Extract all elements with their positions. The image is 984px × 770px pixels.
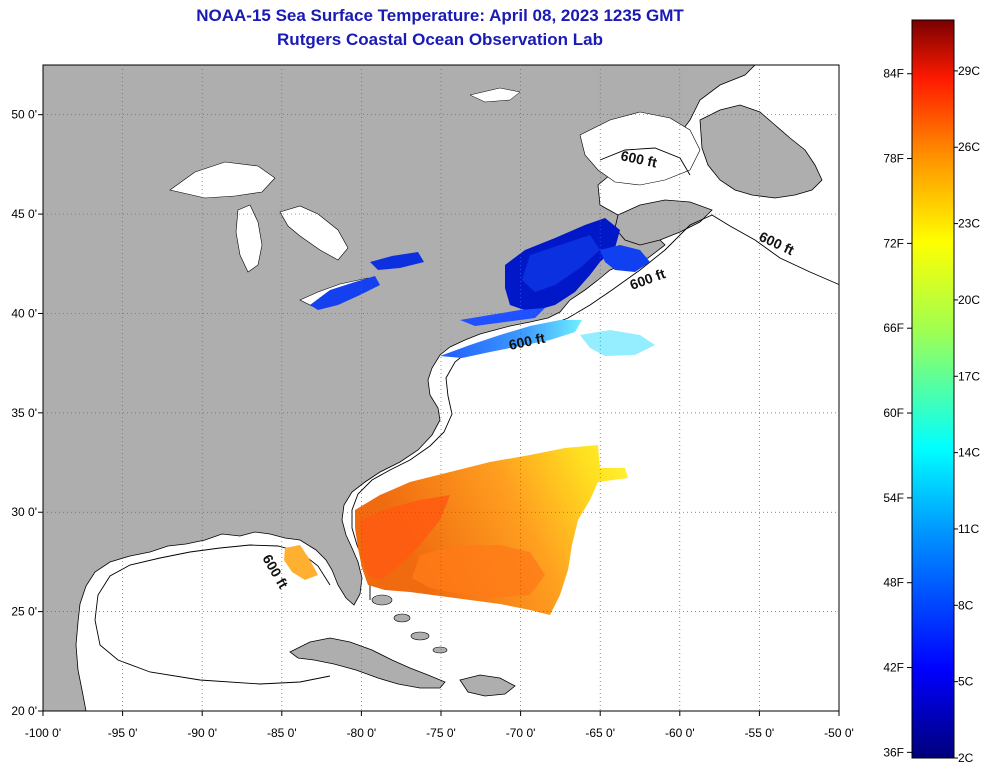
- colorbar-f-label: 54F: [883, 491, 904, 505]
- latitude-ticks: 20 0' 25 0' 30 0' 35 0' 40 0' 45 0' 50 0': [11, 108, 43, 718]
- colorbar-f-label: 42F: [883, 661, 904, 675]
- land-bahamas: [371, 594, 448, 654]
- longitude-tick-label: -100 0': [25, 726, 61, 740]
- colorbar-f-label: 36F: [883, 745, 904, 759]
- lake-saint-jean: [469, 87, 521, 103]
- colorbar-c-label: 14C: [958, 446, 980, 460]
- land-nova-scotia: [614, 199, 713, 246]
- sst-cold-patch-gulf-of-maine: [505, 218, 650, 312]
- land-hispaniola: [459, 674, 516, 697]
- isobath-label: 600 ft: [619, 147, 658, 170]
- longitude-ticks: -100 0' -95 0' -90 0' -85 0' -80 0' -75 0' -70…: [25, 711, 854, 740]
- colorbar-celsius-ticks: 29C 26C 23C 20C 17C 14C 11C 8C 5C 2C: [954, 64, 980, 765]
- colorbar-c-label: 8C: [958, 598, 974, 612]
- land-cuba: [289, 637, 446, 689]
- colorbar-f-label: 60F: [883, 406, 904, 420]
- longitude-tick-label: -65 0': [585, 726, 615, 740]
- latitude-tick-label: 35 0': [11, 406, 37, 420]
- colorbar-f-label: 66F: [883, 321, 904, 335]
- colorbar: [911, 19, 955, 759]
- longitude-tick-label: -95 0': [108, 726, 138, 740]
- sst-shelf-patch: [440, 308, 655, 358]
- colorbar-c-label: 20C: [958, 293, 980, 307]
- latitude-tick-label: 40 0': [11, 306, 37, 320]
- colorbar-c-label: 5C: [958, 675, 974, 689]
- colorbar-c-label: 11C: [958, 522, 979, 536]
- colorbar-c-label: 29C: [958, 64, 980, 78]
- map-title: NOAA-15 Sea Surface Temperature: April 0…: [196, 6, 684, 25]
- longitude-tick-label: -75 0': [426, 726, 456, 740]
- longitude-tick-label: -55 0': [745, 726, 775, 740]
- graticule: [43, 65, 839, 711]
- sst-cold-patch-lake-ontario: [310, 252, 424, 310]
- longitude-tick-label: -85 0': [267, 726, 297, 740]
- sst-warm-patch: [284, 445, 628, 615]
- latitude-tick-label: 25 0': [11, 605, 37, 619]
- longitude-tick-label: -50 0': [824, 726, 854, 740]
- colorbar-c-label: 23C: [958, 217, 980, 231]
- longitude-tick-label: -80 0': [347, 726, 377, 740]
- gulf-st-lawrence: [579, 111, 701, 186]
- latitude-tick-label: 30 0': [11, 505, 37, 519]
- colorbar-f-label: 84F: [883, 67, 904, 81]
- colorbar-c-label: 26C: [958, 140, 980, 154]
- colorbar-c-label: 17C: [958, 369, 980, 383]
- land-newfoundland: [699, 104, 823, 199]
- colorbar-f-label: 78F: [883, 152, 904, 166]
- map-subtitle: Rutgers Coastal Ocean Observation Lab: [277, 30, 603, 49]
- longitude-tick-label: -70 0': [506, 726, 536, 740]
- longitude-tick-label: -60 0': [665, 726, 695, 740]
- colorbar-f-label: 72F: [883, 236, 904, 250]
- colorbar-f-label: 48F: [883, 576, 904, 590]
- colorbar-c-label: 2C: [958, 751, 974, 765]
- land-north-america: [43, 65, 756, 711]
- colorbar-fahrenheit-ticks: 84F 78F 72F 66F 60F 54F 48F 42F 36F: [883, 67, 912, 759]
- isobath-label: 600 ft: [507, 330, 546, 353]
- latitude-tick-label: 50 0': [11, 108, 37, 122]
- latitude-tick-label: 20 0': [11, 704, 37, 718]
- latitude-tick-label: 45 0': [11, 207, 37, 221]
- longitude-tick-label: -90 0': [187, 726, 217, 740]
